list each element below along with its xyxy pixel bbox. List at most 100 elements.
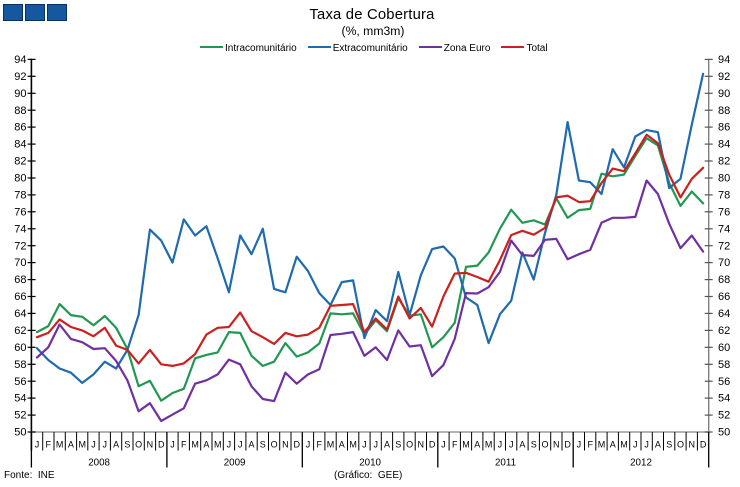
svg-text:M: M	[56, 439, 64, 449]
svg-text:90: 90	[718, 88, 730, 100]
svg-text:F: F	[587, 439, 593, 449]
svg-text:J: J	[441, 439, 446, 449]
svg-text:78: 78	[14, 190, 26, 202]
svg-text:M: M	[485, 439, 493, 449]
svg-text:54: 54	[718, 393, 730, 405]
svg-text:M: M	[598, 439, 606, 449]
svg-text:66: 66	[14, 291, 26, 303]
svg-text:72: 72	[14, 240, 26, 252]
svg-text:D: D	[564, 439, 571, 449]
svg-text:58: 58	[718, 359, 730, 371]
svg-text:60: 60	[718, 342, 730, 354]
svg-text:90: 90	[14, 88, 26, 100]
svg-text:F: F	[181, 439, 187, 449]
svg-text:A: A	[474, 439, 480, 449]
svg-text:54: 54	[14, 393, 26, 405]
svg-text:J: J	[91, 439, 96, 449]
svg-text:N: N	[418, 439, 425, 449]
svg-text:M: M	[327, 439, 335, 449]
svg-text:N: N	[282, 439, 289, 449]
svg-text:A: A	[203, 439, 209, 449]
svg-text:66: 66	[718, 291, 730, 303]
svg-text:S: S	[124, 439, 130, 449]
svg-text:74: 74	[14, 223, 26, 235]
svg-text:M: M	[191, 439, 199, 449]
svg-text:J: J	[498, 439, 503, 449]
svg-text:60: 60	[14, 342, 26, 354]
svg-text:86: 86	[14, 122, 26, 134]
svg-text:70: 70	[718, 257, 730, 269]
svg-text:2012: 2012	[630, 457, 652, 468]
svg-text:M: M	[214, 439, 222, 449]
svg-text:72: 72	[718, 240, 730, 252]
svg-text:62: 62	[14, 325, 26, 337]
svg-text:2011: 2011	[495, 457, 516, 468]
svg-text:52: 52	[718, 410, 730, 422]
svg-text:92: 92	[718, 71, 730, 83]
svg-text:76: 76	[14, 206, 26, 218]
svg-text:64: 64	[718, 308, 730, 320]
svg-text:J: J	[577, 439, 582, 449]
svg-text:O: O	[677, 439, 684, 449]
svg-text:80: 80	[718, 173, 730, 185]
svg-text:A: A	[610, 439, 616, 449]
svg-text:2010: 2010	[359, 457, 381, 468]
svg-text:68: 68	[14, 274, 26, 286]
svg-text:J: J	[306, 439, 311, 449]
svg-text:M: M	[349, 439, 357, 449]
svg-text:F: F	[46, 439, 52, 449]
svg-text:50: 50	[718, 427, 730, 439]
svg-text:M: M	[462, 439, 470, 449]
svg-text:N: N	[553, 439, 560, 449]
svg-text:N: N	[147, 439, 154, 449]
svg-text:56: 56	[718, 376, 730, 388]
svg-text:2009: 2009	[224, 457, 246, 468]
svg-text:O: O	[135, 439, 142, 449]
svg-text:O: O	[541, 439, 548, 449]
svg-text:82: 82	[14, 156, 26, 168]
svg-text:J: J	[644, 439, 649, 449]
svg-text:88: 88	[718, 105, 730, 117]
svg-text:88: 88	[14, 105, 26, 117]
svg-text:M: M	[620, 439, 628, 449]
svg-text:J: J	[509, 439, 514, 449]
svg-text:J: J	[35, 439, 40, 449]
svg-text:J: J	[362, 439, 367, 449]
svg-text:70: 70	[14, 257, 26, 269]
svg-text:76: 76	[718, 206, 730, 218]
svg-text:O: O	[271, 439, 278, 449]
svg-text:A: A	[655, 439, 661, 449]
svg-text:J: J	[227, 439, 232, 449]
svg-text:52: 52	[14, 410, 26, 422]
svg-text:A: A	[113, 439, 119, 449]
svg-text:D: D	[293, 439, 300, 449]
svg-text:94: 94	[14, 54, 26, 66]
svg-text:78: 78	[718, 190, 730, 202]
svg-text:J: J	[238, 439, 243, 449]
svg-text:A: A	[519, 439, 525, 449]
svg-text:N: N	[689, 439, 696, 449]
svg-text:S: S	[260, 439, 266, 449]
svg-text:J: J	[373, 439, 378, 449]
svg-text:86: 86	[718, 122, 730, 134]
svg-text:F: F	[452, 439, 458, 449]
svg-text:J: J	[633, 439, 638, 449]
svg-text:84: 84	[14, 139, 26, 151]
svg-text:2008: 2008	[88, 457, 110, 468]
svg-text:S: S	[395, 439, 401, 449]
svg-text:56: 56	[14, 376, 26, 388]
svg-text:74: 74	[718, 223, 730, 235]
svg-text:94: 94	[718, 54, 730, 66]
svg-text:M: M	[78, 439, 86, 449]
svg-text:S: S	[666, 439, 672, 449]
svg-text:A: A	[384, 439, 390, 449]
svg-text:64: 64	[14, 308, 26, 320]
svg-text:S: S	[531, 439, 537, 449]
svg-text:A: A	[248, 439, 254, 449]
svg-text:58: 58	[14, 359, 26, 371]
svg-text:J: J	[103, 439, 108, 449]
svg-text:D: D	[429, 439, 436, 449]
svg-text:D: D	[158, 439, 165, 449]
svg-text:80: 80	[14, 173, 26, 185]
svg-text:50: 50	[14, 427, 26, 439]
